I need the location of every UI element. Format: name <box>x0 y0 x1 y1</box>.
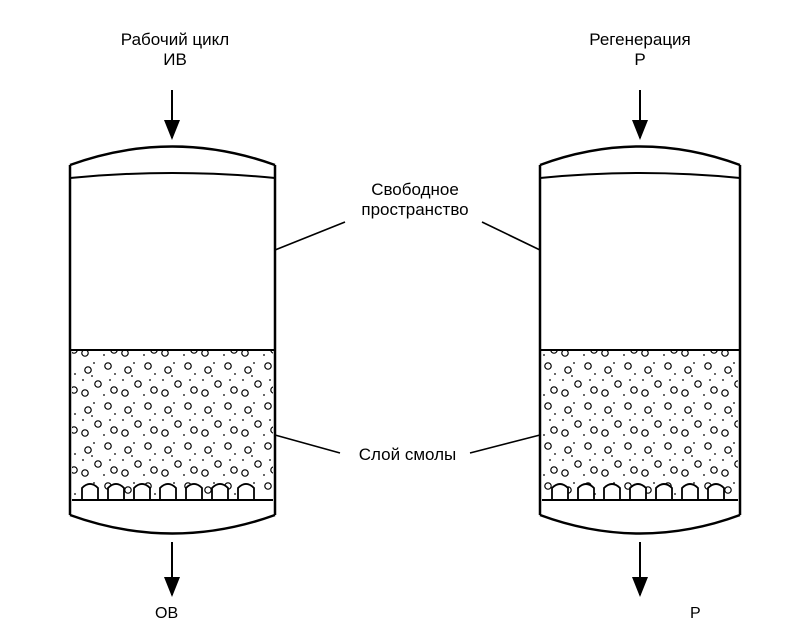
connector-freespace-right <box>482 222 540 250</box>
connector-resin-right <box>470 435 540 453</box>
diagram-svg <box>0 0 807 625</box>
connector-freespace-left <box>275 222 345 250</box>
connector-resin-left <box>275 435 340 453</box>
vessel-left <box>70 147 275 534</box>
vessel-right <box>540 147 740 534</box>
